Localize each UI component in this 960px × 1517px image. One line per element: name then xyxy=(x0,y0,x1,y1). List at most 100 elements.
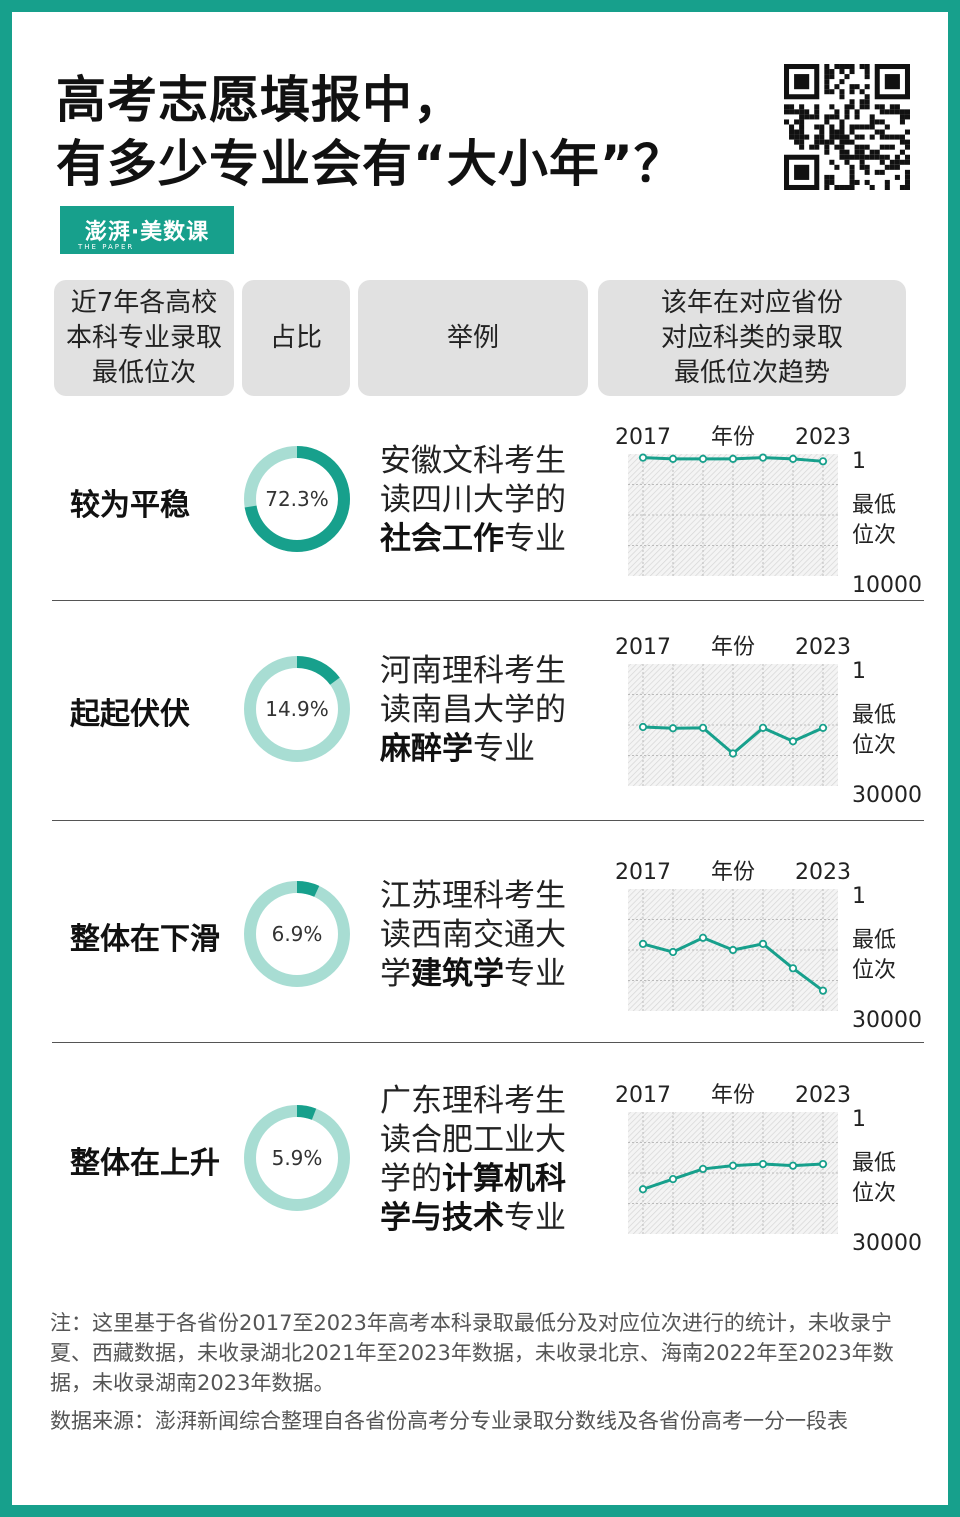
brand-sub: THE PAPER xyxy=(78,243,135,251)
share-donut: 14.9% xyxy=(244,656,350,762)
infographic-card: 高考志愿填报中， 有多少专业会有“大小年”？ 澎湃·美数课 THE PAPER … xyxy=(12,12,948,1505)
example-text: 江苏理科考生 读西南交通大 学建筑学专业 xyxy=(380,877,566,994)
donut-arc xyxy=(244,881,350,987)
y-bottom-label: 30000 xyxy=(852,1008,922,1033)
share-donut: 6.9% xyxy=(244,881,350,987)
y-axis-title-cont: 位次 xyxy=(852,523,896,548)
title-line-1: 高考志愿填报中， xyxy=(56,71,464,129)
title-line-2: 有多少专业会有“大小年”？ xyxy=(56,135,685,193)
example-prefix: 学的 xyxy=(380,1161,442,1197)
example-line: 安徽文科考生 xyxy=(380,443,566,479)
page-title: 高考志愿填报中， 有多少专业会有“大小年”？ xyxy=(56,68,685,196)
example-text: 河南理科考生 读南昌大学的 麻醉学专业 xyxy=(380,652,566,769)
x-end-label: 2023 xyxy=(795,635,851,660)
x-start-label: 2017 xyxy=(615,425,671,450)
data-point xyxy=(728,454,738,463)
example-line: 读合肥工业大 xyxy=(380,1122,566,1158)
header-ranking-category: 近7年各高校 本科专业录取 最低位次 xyxy=(54,280,234,396)
y-axis-title: 最低 xyxy=(852,703,896,728)
y-axis-title-cont: 位次 xyxy=(852,958,896,983)
data-point xyxy=(698,454,708,463)
x-axis-title: 年份 xyxy=(711,860,755,885)
donut-arc xyxy=(244,1105,350,1211)
data-point xyxy=(758,723,768,732)
data-point xyxy=(638,1185,648,1194)
brand-name: 澎湃·美数课 xyxy=(84,220,210,245)
example-line: 读南昌大学的 xyxy=(380,692,566,728)
data-point xyxy=(788,964,798,973)
data-point xyxy=(668,454,678,463)
example-line: 广东理科考生 xyxy=(380,1083,566,1119)
donut-arc xyxy=(244,446,350,552)
data-point xyxy=(758,453,768,462)
y-bottom-label: 30000 xyxy=(852,1231,922,1256)
data-point xyxy=(728,1161,738,1170)
footnote: 注：这里基于各省份2017至2023年高考本科录取最低分及对应位次进行的统计，未… xyxy=(50,1311,894,1395)
share-donut: 72.3% xyxy=(244,446,350,552)
data-point xyxy=(698,933,708,942)
y-axis-title-cont: 位次 xyxy=(852,1181,896,1206)
data-point xyxy=(758,1159,768,1169)
data-point xyxy=(728,749,738,758)
y-top-label: 1 xyxy=(852,884,866,909)
example-line: 江苏理科考生 xyxy=(380,878,566,914)
data-point xyxy=(728,945,738,955)
example-line: 读四川大学的 xyxy=(380,482,566,518)
example-text: 广东理科考生 读合肥工业大 学的计算机科 学与技术专业 xyxy=(380,1082,566,1238)
share-label: 72.3% xyxy=(265,487,329,511)
example-major: 计算机科 xyxy=(442,1161,566,1197)
data-point xyxy=(698,723,708,732)
qr-code-icon xyxy=(784,64,910,190)
x-end-label: 2023 xyxy=(795,860,851,885)
data-point xyxy=(788,737,798,746)
x-end-label: 2023 xyxy=(795,1083,851,1108)
data-point xyxy=(668,947,678,957)
y-top-label: 1 xyxy=(852,659,866,684)
data-source: 数据来源：澎湃新闻综合整理自各省份高考分专业录取分数线及各省份高考一分一段表 xyxy=(50,1409,848,1433)
x-axis-title: 年份 xyxy=(711,635,755,660)
row-label: 较为平稳 xyxy=(70,488,190,523)
row-divider xyxy=(52,1042,924,1043)
x-start-label: 2017 xyxy=(615,635,671,660)
row-label: 整体在上升 xyxy=(70,1146,220,1181)
row-divider xyxy=(52,600,924,601)
example-text: 安徽文科考生 读四川大学的 社会工作专业 xyxy=(380,442,566,559)
header-share: 占比 xyxy=(242,280,350,396)
data-point xyxy=(818,723,828,732)
data-point xyxy=(638,722,648,732)
share-label: 5.9% xyxy=(272,1146,323,1170)
x-start-label: 2017 xyxy=(615,1083,671,1108)
share-label: 6.9% xyxy=(272,922,323,946)
example-prefix: 学 xyxy=(380,956,411,992)
share-donut: 5.9% xyxy=(244,1105,350,1211)
y-top-label: 1 xyxy=(852,1107,866,1132)
brand-logo: 澎湃·美数课 THE PAPER xyxy=(60,206,234,254)
data-point xyxy=(788,1161,798,1170)
data-point xyxy=(818,457,828,466)
data-point xyxy=(818,986,828,995)
data-point xyxy=(638,939,648,948)
y-axis-title-cont: 位次 xyxy=(852,733,896,758)
example-suffix: 专业 xyxy=(504,1200,566,1236)
example-line: 河南理科考生 xyxy=(380,653,566,689)
example-line: 读西南交通大 xyxy=(380,917,566,953)
header-example: 举例 xyxy=(358,280,588,396)
data-point xyxy=(818,1159,828,1169)
x-start-label: 2017 xyxy=(615,860,671,885)
example-major: 社会工作 xyxy=(380,521,504,557)
data-point xyxy=(758,939,768,948)
example-major-cont: 学与技术 xyxy=(380,1200,504,1236)
donut-arc xyxy=(244,656,350,762)
y-axis-title: 最低 xyxy=(852,493,896,518)
row-divider xyxy=(52,820,924,821)
y-axis-title: 最低 xyxy=(852,928,896,953)
data-point xyxy=(788,454,798,463)
example-major: 麻醉学 xyxy=(380,731,473,767)
x-end-label: 2023 xyxy=(795,425,851,450)
y-bottom-label: 30000 xyxy=(852,783,922,808)
example-suffix: 专业 xyxy=(504,956,566,992)
